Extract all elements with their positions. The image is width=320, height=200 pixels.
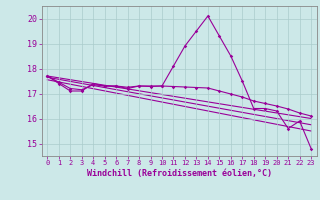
X-axis label: Windchill (Refroidissement éolien,°C): Windchill (Refroidissement éolien,°C) (87, 169, 272, 178)
